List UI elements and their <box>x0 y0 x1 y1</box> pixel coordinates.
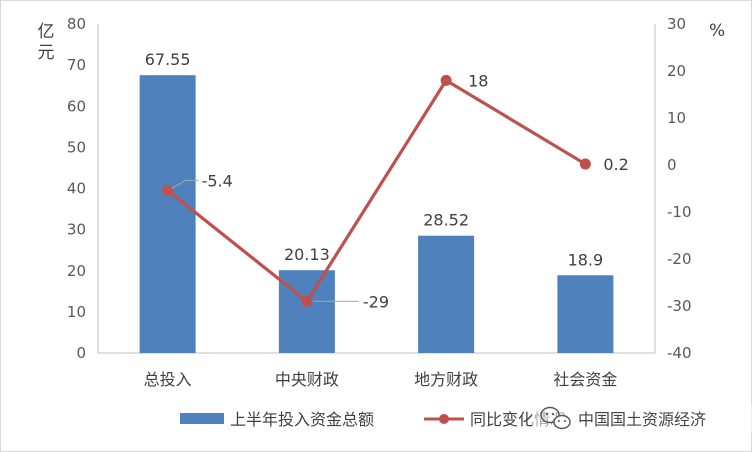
bar <box>418 235 475 353</box>
line-series <box>162 74 591 307</box>
left-tick-label: 30 <box>67 221 86 239</box>
watermark: 中国国土资源经济 <box>532 405 752 433</box>
legend-bar-label: 上半年投入资金总额 <box>230 410 374 429</box>
left-tick-label: 80 <box>67 15 86 33</box>
right-tick-label: 0 <box>667 156 677 174</box>
line-point <box>579 158 591 170</box>
line-point <box>301 295 313 307</box>
line-data-labels: -5.4 -29 18 0.2 <box>171 71 629 311</box>
right-tick-label: -30 <box>667 297 692 315</box>
line-value-label: -29 <box>363 292 389 311</box>
legend: 上半年投入资金总额 同比变化情况 <box>180 410 566 429</box>
category-label: 中央财政 <box>275 370 339 389</box>
right-tick-label: 30 <box>667 15 686 33</box>
bar-series <box>139 75 614 353</box>
left-tick-label: 10 <box>67 303 86 321</box>
category-labels: 总投入 中央财政 地方财政 社会资金 <box>144 370 618 389</box>
category-label: 地方财政 <box>414 370 478 389</box>
right-tick-label: 20 <box>667 62 686 80</box>
left-tick-label: 50 <box>67 138 86 156</box>
wechat-icon <box>540 406 571 430</box>
line-label-leader <box>171 179 199 189</box>
bar-value-label: 20.13 <box>284 245 330 264</box>
left-axis-unit: 亿元 <box>38 22 55 63</box>
left-tick-label: 0 <box>76 344 86 362</box>
right-tick-labels: -40 -30 -20 -10 0 10 20 30 <box>667 15 692 362</box>
left-tick-label: 70 <box>67 56 86 74</box>
bar-data-labels: 67.55 20.13 28.52 18.9 <box>145 50 603 269</box>
line-path <box>166 78 587 303</box>
category-label: 社会资金 <box>553 370 617 389</box>
bar-value-label: 18.9 <box>568 250 604 269</box>
line-point <box>440 74 452 86</box>
left-tick-label: 60 <box>67 97 86 115</box>
line-value-label: 18 <box>468 71 488 90</box>
watermark-text: 中国国土资源经济 <box>578 410 706 429</box>
bar-value-label: 28.52 <box>423 211 469 230</box>
right-tick-label: -20 <box>667 250 692 268</box>
bar <box>278 270 335 353</box>
legend-bar-swatch <box>180 413 224 424</box>
left-tick-label: 20 <box>67 262 86 280</box>
left-tick-label: 40 <box>67 180 86 198</box>
bar-value-label: 67.55 <box>145 50 191 69</box>
right-tick-label: -10 <box>667 203 692 221</box>
line-point <box>162 184 174 196</box>
bar <box>557 275 614 353</box>
right-tick-label: -40 <box>667 344 692 362</box>
left-tick-labels: 0 10 20 30 40 50 60 70 80 <box>67 15 86 362</box>
right-axis-unit: % <box>709 21 725 41</box>
category-label: 总投入 <box>144 370 192 389</box>
line-value-label: 0.2 <box>603 155 628 174</box>
bar <box>139 75 196 353</box>
line-value-label: -5.4 <box>202 171 233 190</box>
right-tick-label: 10 <box>667 109 686 127</box>
legend-line-marker <box>439 414 449 424</box>
